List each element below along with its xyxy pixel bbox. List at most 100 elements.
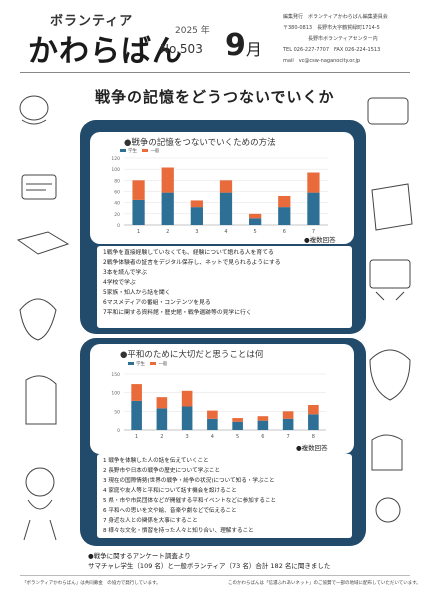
x-tick-label: 3: [186, 434, 189, 440]
x-tick-label: 8: [312, 434, 315, 440]
answer-item: 5家族・知人から話を聞く: [103, 290, 171, 296]
multiple-answers-note-2: ●複数回答: [296, 444, 328, 452]
bar-general: [181, 390, 193, 407]
y-tick-label: 150: [111, 372, 120, 378]
school-doodle-icon: [371, 183, 413, 231]
x-tick-label: 4: [224, 229, 227, 235]
x-tick-label: 1: [135, 434, 138, 440]
answer-item: 7平和に関する資料館・歴史館・戦争遺跡等の見学に行く: [103, 310, 252, 316]
issue-number: No.503: [160, 42, 203, 56]
bar-general: [219, 180, 233, 193]
smartphone-doodle-icon: [21, 174, 57, 200]
footer-divider: [20, 575, 410, 576]
chart-legend-1: 学生 一般: [120, 148, 159, 154]
publisher-line: mail vc@csw-naganocity.or.jp: [283, 58, 361, 64]
tv-doodle-icon: [369, 259, 411, 289]
answer-list-2: 1 戦争を体験した人の話を伝えていくこと 2 長野市や日本の戦争の歴史について学…: [97, 454, 352, 538]
month-unit: 月: [245, 40, 262, 59]
answer-item: 1 戦争を体験した人の話を伝えていくこと: [103, 458, 209, 464]
chart-plot-1: 0 20 40 60 80 100 120 1 2 3 4 5 6 7: [111, 156, 328, 235]
answer-item: 2戦争体験者の証言をデジタル保存し、ネットで見られるようにする: [103, 260, 281, 266]
right-illustrations: [367, 97, 413, 523]
answer-item: 2 長野市や日本の戦争の歴史について学ぶこと: [103, 468, 221, 474]
publisher-line: 編集発行 ボランティアかわらばん編集委員会: [283, 14, 388, 20]
discussion-doodle-icon: [371, 434, 403, 471]
article-headline: 戦争の記憶をどうつないでいくか: [95, 88, 335, 106]
sign-doodle-icon: [367, 97, 409, 125]
person-doodle-icon: [25, 375, 57, 425]
bar-student: [219, 192, 233, 225]
bar-general: [156, 397, 168, 409]
masthead-subtitle: ボランティア: [50, 14, 134, 29]
bar-general: [257, 416, 269, 421]
bar-student: [161, 192, 174, 225]
bar-student: [282, 418, 294, 430]
bar-student: [232, 421, 243, 430]
answer-item: 7 身近な人との関係を大事にすること: [103, 518, 198, 524]
book-doodle-icon: [19, 95, 49, 121]
answer-item: 1戦争を直接経験していなくても、経験について語れる人を育てる: [103, 250, 274, 256]
publisher-info: 編集発行 ボランティアかわらばん編集委員会 〒380-0813 長野市大字鶴賀緑…: [283, 12, 423, 67]
bar-general: [278, 195, 291, 208]
x-tick-label: 2: [166, 229, 169, 235]
answer-item: 6 平和への思いを文や絵、音楽や劇などで伝えること: [103, 508, 237, 514]
x-tick-label: 4: [211, 434, 214, 440]
portrait-doodle-icon: [369, 349, 411, 401]
legend-general: 一般: [150, 362, 167, 367]
y-tick-label: 60: [114, 190, 120, 196]
legend-student: 学生: [128, 362, 145, 367]
chart-plot-2: 0 50 100 150 1 2 3 4 5 6 7 8: [111, 372, 326, 440]
masthead-title: かわらばん: [28, 34, 183, 69]
y-tick-label: 100: [111, 391, 120, 397]
y-tick-label: 80: [114, 178, 120, 184]
bar-general: [308, 404, 319, 415]
bar-student: [308, 414, 319, 430]
footer-funding-note: 「ボランティアかわらばん」は共同募金 の協力で発行しています。: [22, 581, 161, 586]
month-number: 9: [225, 28, 246, 63]
y-tick-label: 0: [117, 223, 120, 229]
x-tick-label: 7: [287, 434, 290, 440]
face-doodle-icon: [19, 298, 57, 341]
x-tick-label: 5: [254, 229, 257, 235]
bar-student: [132, 199, 145, 225]
publisher-line: TEL 026-227-7707 FAX 026-224-1513: [283, 47, 381, 53]
issue-year: 2025 年: [175, 26, 210, 36]
bar-student: [307, 192, 320, 225]
issue-month: 9月: [225, 28, 262, 63]
x-tick-label: 7: [312, 229, 315, 235]
bar-general: [307, 172, 320, 193]
open-book-doodle-icon: [16, 231, 70, 255]
bar-student: [249, 218, 262, 225]
chart-box-2: ●平和のために大切だと思うことは何 学生 一般 0 50 100 150 1 2 3 4 5 6 7…: [90, 344, 354, 454]
head-doodle-icon: [25, 467, 55, 497]
bar-general: [232, 418, 243, 422]
y-tick-label: 100: [111, 167, 120, 173]
bar-student: [181, 406, 193, 430]
x-tick-label: 2: [160, 434, 163, 440]
answer-item: 5 県・市や市民団体などが開催する平和イベントなどに参加すること: [103, 498, 277, 504]
bar-student: [278, 207, 291, 225]
bar-general: [249, 213, 262, 219]
chart-title-1: ●戦争の記憶をつないでいくための方法: [124, 138, 276, 148]
x-tick-label: 5: [236, 434, 239, 440]
bar-student: [207, 418, 218, 430]
bar-general: [132, 180, 145, 200]
chart-title-2: ●平和のために大切だと思うことは何: [120, 350, 264, 360]
x-tick-label: 6: [261, 434, 264, 440]
chart-legend-2: 学生 一般: [128, 361, 167, 367]
legend-swatch-student: [128, 362, 134, 365]
legend-student: 学生: [120, 149, 137, 154]
x-tick-label: 1: [137, 229, 140, 235]
legend-swatch-student: [120, 149, 126, 152]
y-tick-label: 0: [117, 428, 120, 434]
bar-general: [190, 200, 203, 208]
legend-general: 一般: [142, 149, 159, 154]
left-illustrations: [16, 95, 70, 541]
answer-item: 8 様々な文化・慣習を持った人々と知り合い、理解すること: [103, 528, 254, 534]
bar-student: [190, 207, 203, 225]
legend-swatch-general: [142, 149, 149, 152]
legend-swatch-general: [150, 362, 157, 365]
answer-item: 6マスメディアの番組・コンテンツを見る: [103, 300, 211, 306]
publisher-line: 〒380-0813 長野市大字鶴賀緑町1714-5: [283, 25, 380, 31]
header-divider: [20, 72, 410, 73]
